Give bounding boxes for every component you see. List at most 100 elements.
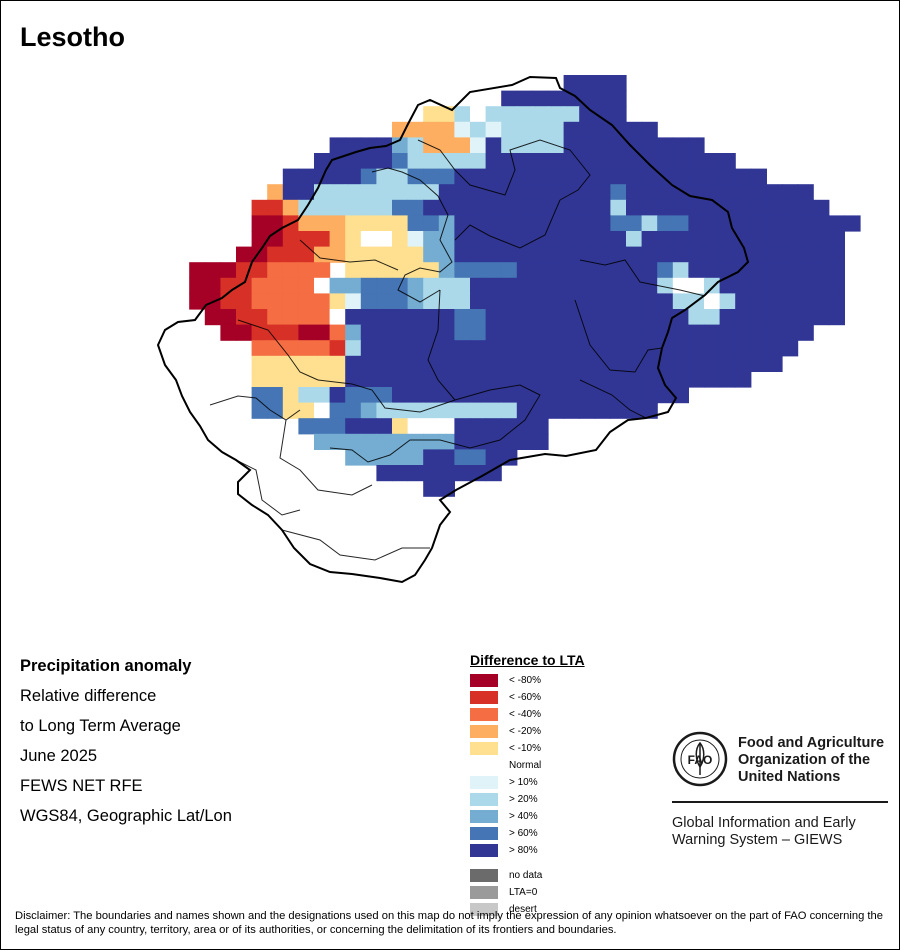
anomaly-cell — [532, 277, 549, 294]
anomaly-cell — [282, 371, 299, 388]
anomaly-cell — [329, 387, 346, 404]
anomaly-cell — [267, 293, 284, 310]
anomaly-cell — [501, 340, 518, 357]
anomaly-cell — [797, 262, 814, 279]
anomaly-cell — [641, 121, 658, 138]
anomaly-cell — [376, 355, 393, 372]
anomaly-cell — [797, 293, 814, 310]
anomaly-cell — [314, 433, 331, 450]
anomaly-cell — [189, 277, 206, 294]
anomaly-cell — [813, 215, 830, 232]
legend-item: LTA=0 — [470, 886, 585, 903]
anomaly-cell — [501, 153, 518, 170]
fao-name-line: Food and Agriculture — [738, 735, 885, 751]
legend-swatch — [470, 869, 498, 882]
anomaly-cell — [719, 199, 736, 216]
anomaly-cell — [454, 387, 471, 404]
anomaly-cell — [454, 433, 471, 450]
anomaly-cell — [360, 371, 377, 388]
anomaly-cell — [454, 465, 471, 482]
anomaly-cell — [282, 199, 299, 216]
anomaly-cell — [345, 433, 362, 450]
anomaly-cell — [532, 418, 549, 435]
anomaly-cell — [704, 277, 721, 294]
anomaly-cell — [470, 309, 487, 326]
anomaly-cell — [532, 106, 549, 123]
anomaly-cell — [438, 402, 455, 419]
anomaly-cell — [438, 293, 455, 310]
anomaly-cell — [454, 262, 471, 279]
anomaly-cell — [516, 324, 533, 341]
anomaly-cell — [329, 199, 346, 216]
anomaly-cell — [610, 231, 627, 248]
legend-label: < -60% — [509, 692, 541, 703]
anomaly-cell — [501, 121, 518, 138]
anomaly-cell — [797, 246, 814, 263]
anomaly-cell — [267, 340, 284, 357]
anomaly-cell — [376, 340, 393, 357]
anomaly-cell — [470, 402, 487, 419]
anomaly-cell — [454, 418, 471, 435]
anomaly-cell — [563, 121, 580, 138]
anomaly-cell — [532, 121, 549, 138]
anomaly-cell — [454, 137, 471, 154]
anomaly-cell — [782, 293, 799, 310]
anomaly-cell — [672, 309, 689, 326]
anomaly-cell — [345, 293, 362, 310]
anomaly-cell — [594, 402, 611, 419]
anomaly-cell — [782, 277, 799, 294]
anomaly-cell — [470, 340, 487, 357]
anomaly-cell — [813, 231, 830, 248]
legend-item: < -20% — [470, 725, 585, 742]
legend-swatch — [470, 708, 498, 721]
anomaly-cell — [532, 433, 549, 450]
anomaly-cell — [641, 246, 658, 263]
anomaly-cell — [501, 215, 518, 232]
anomaly-cell — [672, 324, 689, 341]
anomaly-cell — [766, 231, 783, 248]
legend-items: < -80% < -60% < -40% < -20% < -10% Normal > 10… — [470, 674, 585, 861]
anomaly-cell — [454, 324, 471, 341]
anomaly-cell — [532, 402, 549, 419]
anomaly-cell — [360, 418, 377, 435]
anomaly-cell — [267, 402, 284, 419]
anomaly-cell — [719, 371, 736, 388]
legend-label: < -10% — [509, 743, 541, 754]
anomaly-cell — [594, 199, 611, 216]
anomaly-cell — [750, 324, 767, 341]
anomaly-cell — [563, 309, 580, 326]
anomaly-cell — [579, 215, 596, 232]
anomaly-cell — [610, 340, 627, 357]
anomaly-cell — [813, 309, 830, 326]
anomaly-cell — [314, 215, 331, 232]
anomaly-cell — [594, 153, 611, 170]
anomaly-cell — [501, 277, 518, 294]
anomaly-cell — [345, 215, 362, 232]
anomaly-cell — [532, 324, 549, 341]
anomaly-cell — [782, 309, 799, 326]
anomaly-cell — [501, 449, 518, 466]
anomaly-cell — [516, 262, 533, 279]
anomaly-cell — [813, 199, 830, 216]
anomaly-cell — [688, 277, 705, 294]
anomaly-cell — [594, 215, 611, 232]
legend-swatch — [470, 844, 498, 857]
anomaly-cell — [813, 277, 830, 294]
legend-label: > 80% — [509, 845, 538, 856]
anomaly-cell — [516, 277, 533, 294]
anomaly-cell — [579, 277, 596, 294]
anomaly-cell — [594, 184, 611, 201]
anomaly-cell — [345, 153, 362, 170]
legend-item: desert — [470, 903, 585, 920]
anomaly-cell — [782, 340, 799, 357]
anomaly-cell — [345, 418, 362, 435]
anomaly-cell — [782, 324, 799, 341]
anomaly-cell — [594, 137, 611, 154]
anomaly-cell — [766, 309, 783, 326]
anomaly-cell — [314, 277, 331, 294]
anomaly-cell — [719, 324, 736, 341]
anomaly-cell — [470, 418, 487, 435]
anomaly-cell — [657, 277, 674, 294]
anomaly-cell — [251, 262, 268, 279]
anomaly-cell — [485, 199, 502, 216]
